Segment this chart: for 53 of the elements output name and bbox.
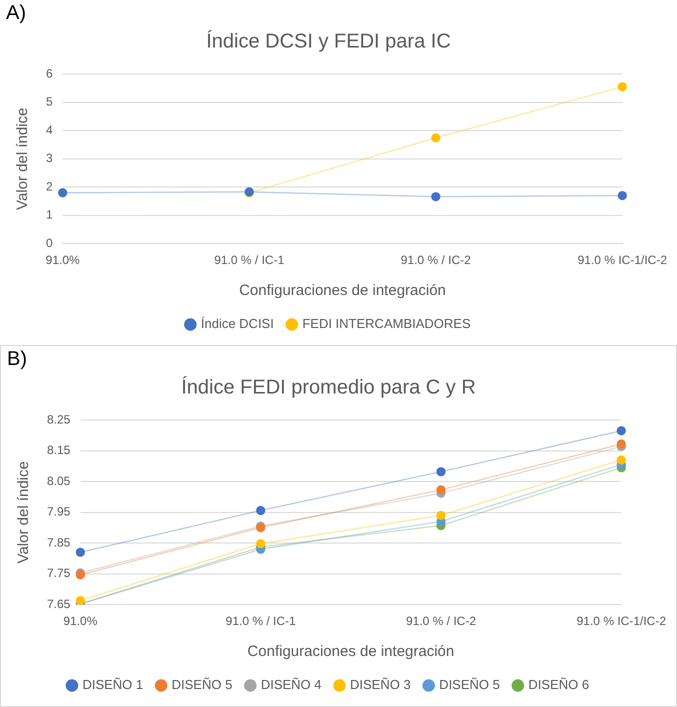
x-tick-label: 91.0 % / IC-1 <box>214 253 285 268</box>
legend-label: DISEÑO 3 <box>350 677 411 692</box>
x-tick-label: 91.0 % IC-1/IC-2 <box>578 253 668 268</box>
x-tick-label: 91.0% <box>46 253 80 268</box>
point <box>616 439 626 449</box>
x-axis-title: Configuraciones de integración <box>247 643 454 660</box>
y-tick-label: 5 <box>46 94 53 109</box>
y-tick-label: 6 <box>46 66 53 80</box>
y-tick-label: 7.75 <box>46 566 71 580</box>
point <box>436 510 446 520</box>
x-axis-title: Configuraciones de integración <box>239 282 446 300</box>
y-axis-title: Valor del índice <box>15 461 32 564</box>
x-tick-label: 91.0 % IC-1/IC-2 <box>576 614 666 628</box>
point <box>616 455 626 465</box>
legend-label: DISEÑO 5 <box>439 677 500 692</box>
y-tick-label: 4 <box>46 122 53 137</box>
point <box>256 506 266 516</box>
y-tick-label: 0 <box>46 236 53 250</box>
y-axis-title: Valor del índice <box>14 108 32 210</box>
point <box>76 548 85 557</box>
point <box>256 539 266 548</box>
text: A) <box>6 2 26 25</box>
y-tick-label: 3 <box>46 151 53 166</box>
y-tick-label: 1 <box>46 208 53 222</box>
legend-label: DISEÑO 4 <box>260 677 322 692</box>
point <box>431 133 440 142</box>
x-tick-label: 91.0 % / IC-1 <box>226 614 296 628</box>
legend-label: DISEÑO 1 <box>82 677 144 692</box>
legend-label: DISEÑO 5 <box>172 677 232 692</box>
y-tick-label: 7.85 <box>46 535 71 550</box>
y-tick-label: 8.05 <box>46 474 71 488</box>
y-tick-label: 2 <box>46 179 53 194</box>
y-tick-label: 8.25 <box>46 412 71 426</box>
x-tick-label: 91.0% <box>63 614 98 628</box>
text: B) <box>7 348 27 371</box>
point <box>618 82 627 92</box>
point <box>76 596 85 605</box>
legend-label: FEDI INTERCAMBIADORES <box>302 316 471 332</box>
y-tick-label: 8.15 <box>46 443 71 458</box>
point <box>436 467 446 476</box>
y-tick-label: 7.95 <box>46 504 71 519</box>
chart-title: Índice DCSI y FEDI para IC <box>206 30 451 53</box>
point <box>58 188 68 198</box>
point <box>618 190 627 200</box>
x-tick-label: 91.0 % / IC-2 <box>406 614 476 628</box>
point <box>616 426 626 436</box>
y-tick-label: 7.65 <box>46 596 71 611</box>
chart-title: Índice FEDI promedio para C y R <box>181 376 476 399</box>
legend-label: Índice DCISI <box>200 316 274 332</box>
x-tick-label: 91.0 % / IC-2 <box>400 253 472 268</box>
legend-label: DISEÑO 6 <box>528 677 590 692</box>
point <box>436 485 446 494</box>
point <box>431 192 440 202</box>
